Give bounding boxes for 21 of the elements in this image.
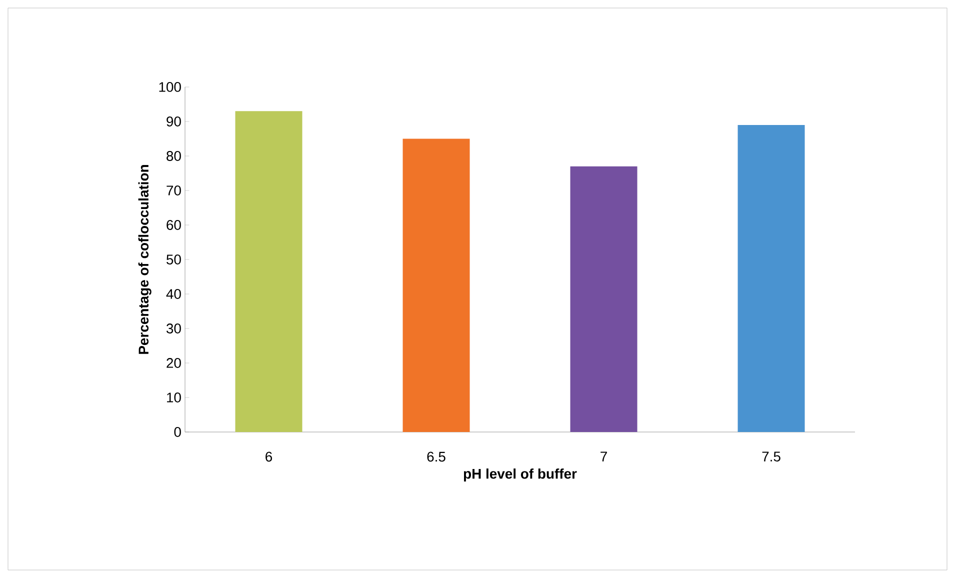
y-tick-label: 10 [167,392,181,402]
x-tick-label: 6 [266,452,272,462]
x-tick-label: 7.5 [762,452,780,462]
bar [235,111,302,432]
y-tick-label: 20 [166,358,181,368]
y-axis-title: Percentage of coflocculation [138,165,152,354]
y-tick-label: 50 [166,254,181,264]
bar [402,138,470,432]
y-tick-label: 90 [166,116,181,126]
x-tick-label: 7 [600,452,607,462]
y-tick-label: 80 [166,151,181,161]
bar [570,166,638,432]
y-tick-label: 60 [166,220,181,230]
y-tick-label: 100 [159,82,181,92]
x-axis-title: pH level of buffer [464,468,577,482]
y-tick-label: 30 [166,324,181,334]
bar [738,124,805,432]
y-tick-label: 70 [166,186,181,196]
y-tick-label: 40 [166,289,181,299]
x-tick-label: 6.5 [427,452,446,462]
y-tick-label: 0 [174,427,181,437]
